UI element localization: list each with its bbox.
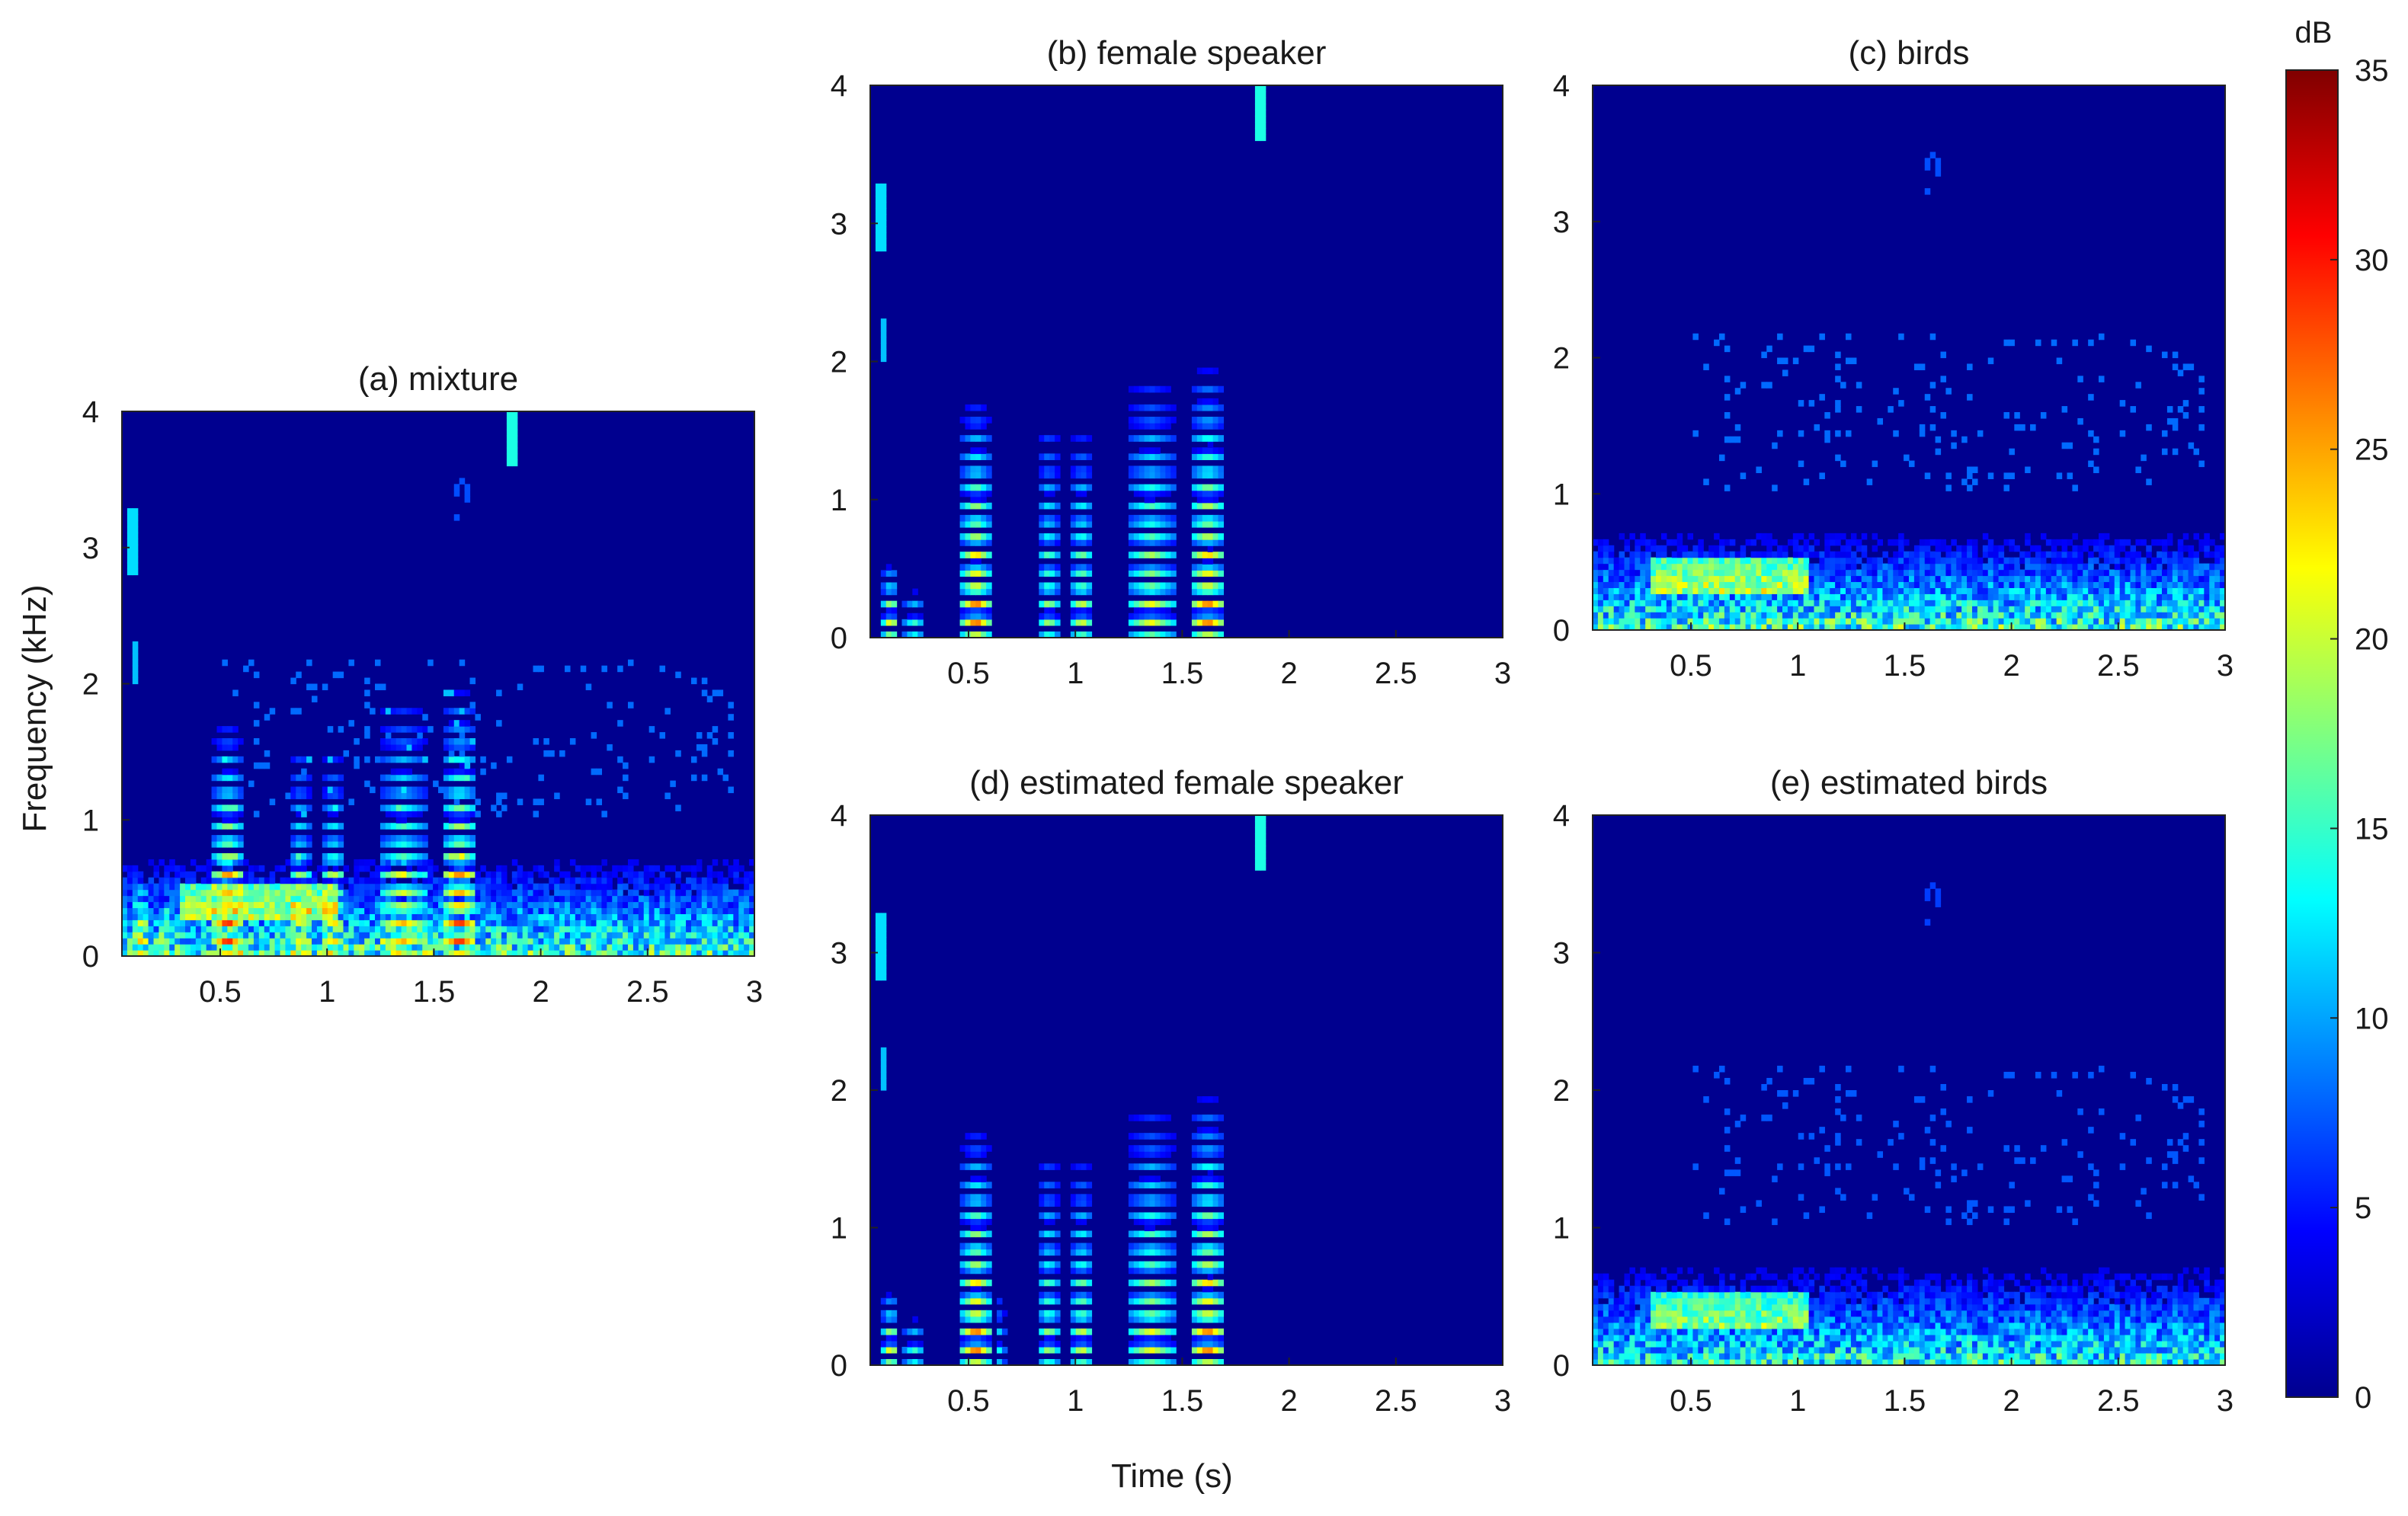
x-tick-label: 1.5 [1884, 1384, 1926, 1418]
y-tick-label: 1 [1553, 478, 1570, 511]
x-tick-label: 2.5 [626, 975, 669, 1009]
x-axis-label: Time (s) [1111, 1457, 1233, 1495]
x-tick-label: 1.5 [1884, 649, 1926, 683]
panel-title: (c) birds [1849, 34, 1970, 72]
colorbar-tick-label: 25 [2355, 433, 2389, 467]
x-tick-label: 3 [1494, 657, 1511, 690]
colorbar-gradient [2285, 69, 2339, 1398]
x-tick-label: 1 [1067, 1384, 1084, 1418]
y-tick-label: 3 [831, 207, 847, 241]
colorbar-tick-label: 10 [2355, 1002, 2389, 1035]
panel-a: (a) mixture 0.5 1 1.5 2 2.5 3 0 1 2 3 4 [82, 360, 763, 1009]
y-tick-label: 3 [831, 937, 847, 971]
colorbar-tick-label: 30 [2355, 244, 2389, 277]
y-tick-label: 0 [82, 940, 99, 974]
y-tick-label: 1 [82, 804, 99, 837]
y-tick-label: 0 [831, 622, 847, 655]
y-tick-label: 4 [82, 395, 99, 429]
x-tick-label: 0.5 [1670, 1384, 1712, 1418]
panel-title: (e) estimated birds [1770, 764, 2048, 801]
x-tick-label: 2 [2003, 1384, 2019, 1418]
y-tick-label: 3 [1553, 937, 1570, 971]
colorbar-tick-label: 0 [2355, 1381, 2371, 1415]
spectrogram-image [1593, 815, 2226, 1366]
panel-title: (b) female speaker [1047, 34, 1327, 72]
y-tick-label: 0 [831, 1349, 847, 1383]
x-tick-label: 3 [746, 975, 763, 1009]
y-tick-label: 2 [1553, 342, 1570, 376]
x-tick-label: 0.5 [1670, 649, 1712, 683]
colorbar-tick-label: 35 [2355, 54, 2389, 88]
panel-title: (a) mixture [358, 360, 518, 398]
x-tick-label: 3 [2217, 649, 2233, 683]
panel-b: (b) female speaker 0.5 1 1.5 2 2.5 3 0 1 2 3 4 [831, 34, 1511, 690]
y-tick-label: 2 [831, 346, 847, 379]
colorbar-tick-label: 5 [2355, 1191, 2371, 1225]
y-tick-label: 1 [1553, 1212, 1570, 1246]
x-tick-label: 2.5 [1375, 1384, 1417, 1418]
x-tick-label: 2.5 [2097, 649, 2140, 683]
x-tick-label: 1.5 [1161, 1384, 1204, 1418]
x-tick-label: 1 [1789, 649, 1806, 683]
spectrogram-image [870, 815, 1503, 1366]
x-tick-label: 0.5 [947, 1384, 990, 1418]
y-tick-label: 3 [82, 532, 99, 565]
x-tick-label: 2 [532, 975, 549, 1009]
x-tick-label: 2.5 [1375, 657, 1417, 690]
y-tick-label: 3 [1553, 206, 1570, 239]
colorbar-label: dB [2295, 16, 2333, 50]
y-tick-label: 0 [1553, 614, 1570, 648]
x-tick-label: 0.5 [199, 975, 242, 1009]
y-tick-label: 2 [82, 668, 99, 702]
spectrogram-image [1593, 85, 2226, 631]
x-tick-label: 1 [1067, 657, 1084, 690]
x-tick-label: 1.5 [1161, 657, 1204, 690]
y-tick-label: 4 [831, 69, 847, 103]
x-tick-label: 2 [1280, 657, 1297, 690]
panel-title: (d) estimated female speaker [969, 764, 1404, 801]
x-tick-label: 2.5 [2097, 1384, 2140, 1418]
x-tick-label: 3 [1494, 1384, 1511, 1418]
colorbar: 0 5 10 15 20 25 30 35 dB [2285, 16, 2389, 1415]
colorbar-tick-label: 20 [2355, 623, 2389, 657]
y-tick-label: 4 [1553, 799, 1570, 833]
x-tick-label: 2 [2003, 649, 2019, 683]
colorbar-tick-label: 15 [2355, 812, 2389, 846]
spectrogram-image [870, 85, 1503, 638]
panel-c: (c) birds 0.5 1 1.5 2 2.5 3 0 1 2 3 4 [1553, 34, 2233, 683]
x-tick-label: 2 [1280, 1384, 1297, 1418]
panel-e: (e) estimated birds 0.5 1 1.5 2 2.5 3 0 1 2 3 4 [1553, 764, 2233, 1418]
y-tick-label: 2 [1553, 1074, 1570, 1108]
x-tick-label: 1 [1789, 1384, 1806, 1418]
y-tick-label: 4 [1553, 69, 1570, 103]
x-tick-label: 1 [319, 975, 335, 1009]
y-tick-label: 1 [831, 1212, 847, 1246]
y-tick-label: 0 [1553, 1349, 1570, 1383]
y-tick-label: 1 [831, 484, 847, 517]
panel-d: (d) estimated female speaker 0.5 1 1.5 2 2.5 3… [831, 764, 1511, 1418]
x-tick-label: 1.5 [413, 975, 456, 1009]
y-tick-label: 2 [831, 1074, 847, 1108]
x-tick-label: 0.5 [947, 657, 990, 690]
y-tick-label: 4 [831, 799, 847, 833]
x-tick-label: 3 [2217, 1384, 2233, 1418]
y-axis-label: Frequency (kHz) [16, 584, 53, 832]
spectrogram-image [122, 411, 755, 957]
